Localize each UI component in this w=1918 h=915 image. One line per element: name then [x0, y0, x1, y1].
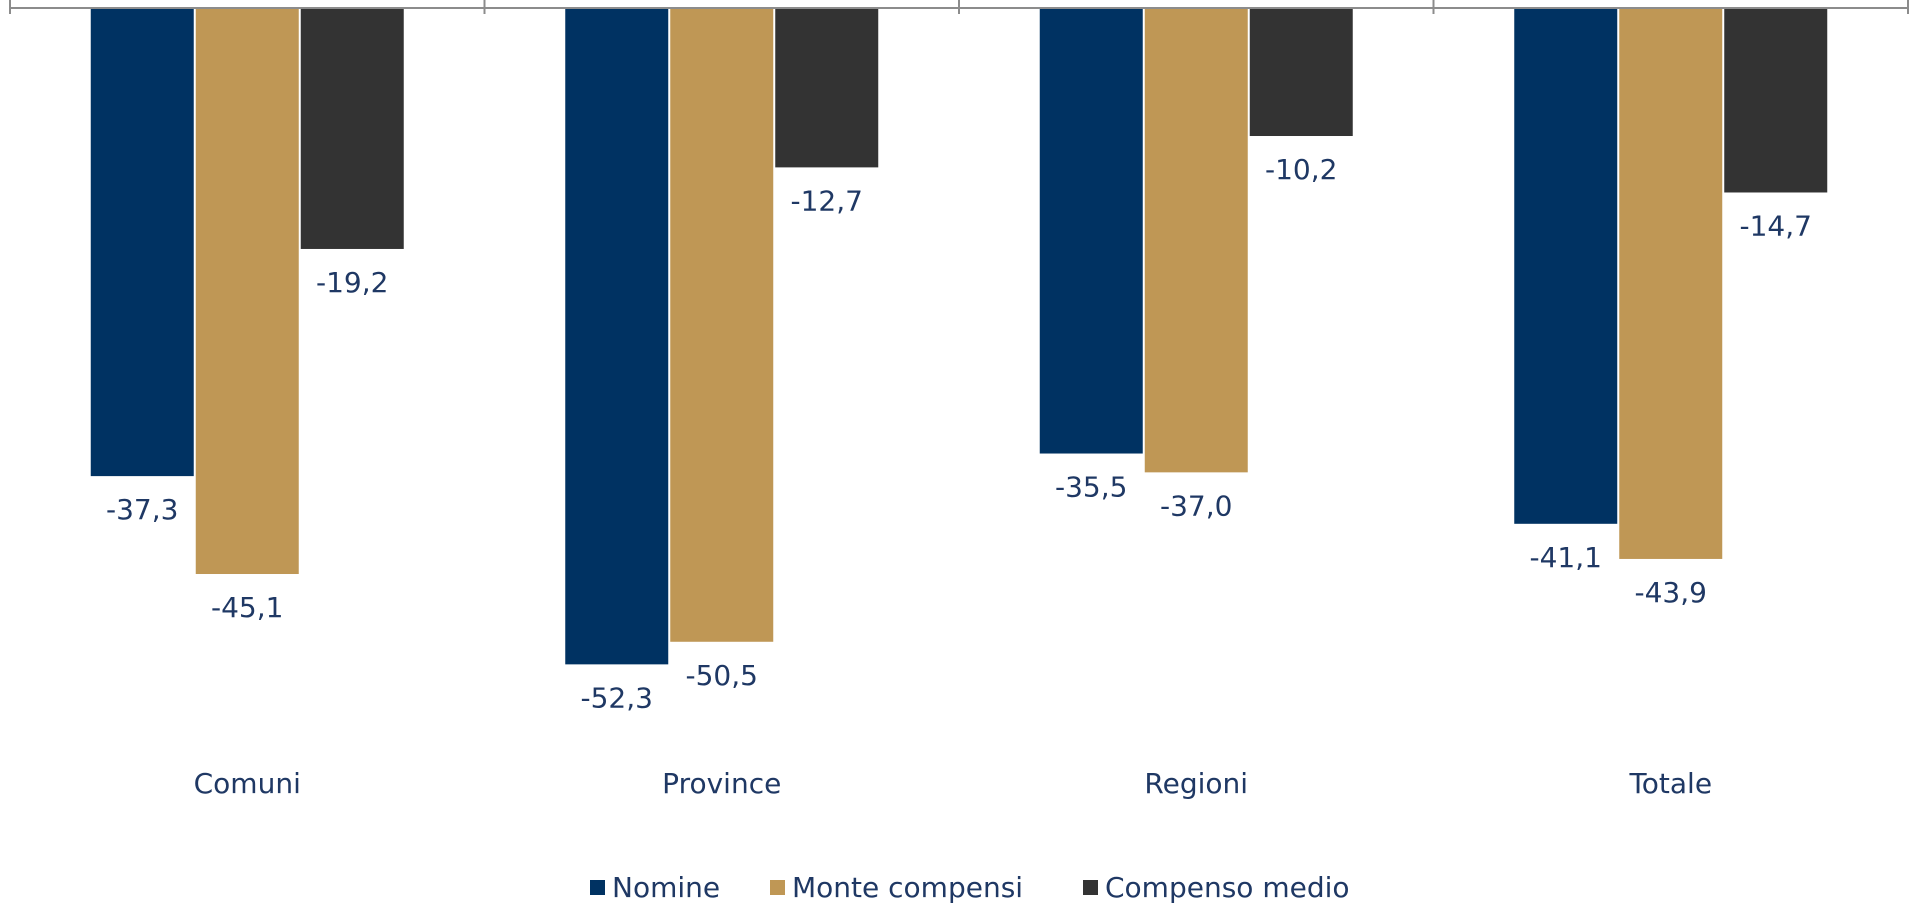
legend-swatch-nomine [590, 880, 605, 895]
bar-nomine-province [565, 8, 669, 665]
category-label: Regioni [1144, 767, 1248, 800]
data-label: -45,1 [211, 591, 283, 624]
data-label: -10,2 [1265, 153, 1337, 186]
data-label: -19,2 [316, 266, 388, 299]
bar-nomine-regioni [1039, 8, 1143, 454]
data-label: -41,1 [1530, 541, 1602, 574]
bar-compenso-medio-totale [1724, 8, 1828, 193]
legend-label: Compenso medio [1105, 871, 1350, 904]
bar-compenso-medio-regioni [1249, 8, 1353, 137]
data-label: -12,7 [791, 184, 863, 217]
data-label: -37,0 [1160, 489, 1232, 522]
legend-swatch-monte-compensi [770, 880, 785, 895]
legend-label: Nomine [612, 871, 720, 904]
bar-monte-compensi-comuni [195, 8, 299, 575]
bar-monte-compensi-province [670, 8, 774, 642]
bar-monte-compensi-totale [1619, 8, 1723, 559]
category-label: Province [662, 767, 781, 800]
bar-compenso-medio-comuni [300, 8, 404, 249]
bar-nomine-totale [1514, 8, 1618, 524]
data-label: -35,5 [1055, 471, 1127, 504]
data-label: -52,3 [581, 681, 653, 714]
legend-swatch-compenso-medio [1083, 880, 1098, 895]
bar-nomine-comuni [90, 8, 194, 477]
category-label: Totale [1628, 767, 1712, 800]
category-label: Comuni [194, 767, 301, 800]
data-label: -43,9 [1635, 576, 1707, 609]
data-label: -14,7 [1740, 209, 1812, 242]
bar-compenso-medio-province [775, 8, 879, 168]
bar-monte-compensi-regioni [1144, 8, 1248, 473]
legend-label: Monte compensi [792, 871, 1023, 904]
data-label: -37,3 [106, 493, 178, 526]
data-label: -50,5 [686, 659, 758, 692]
